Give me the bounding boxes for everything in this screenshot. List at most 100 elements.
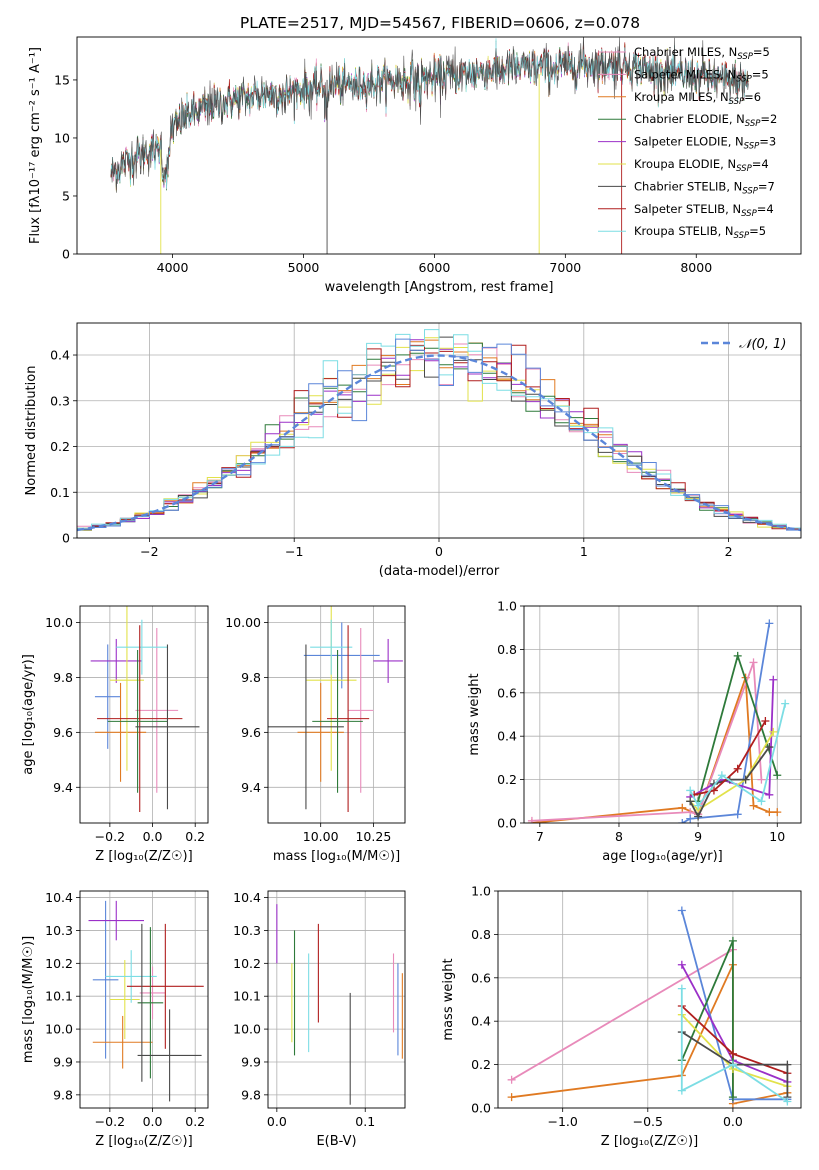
y-tick-label: 0.0 — [497, 816, 517, 831]
spectrum-line — [110, 37, 749, 193]
mass-weight-vs-metallicity-panel: −1.0 −0.5 0.0 0.0 0.2 0.4 0.6 0.8 1.0 Z [log₁₀(Z/… — [441, 884, 802, 1149]
y-tick-label: 10.3 — [233, 923, 261, 938]
weight-series-line — [531, 662, 763, 822]
x-tick-label: 7000 — [549, 260, 581, 275]
y-tick-label: 10.4 — [233, 890, 261, 905]
weight-point-marker — [677, 960, 686, 969]
legend-label: Salpeter ELODIE, NSSP=3 — [634, 135, 776, 152]
legend-label: 𝒩(0, 1) — [739, 337, 786, 352]
weight-series-line — [689, 679, 775, 798]
x-axis-label: Z [log₁₀(Z/Z☉)] — [95, 1134, 192, 1149]
y-axis-label: Flux [fλ10⁻¹⁷ erg cm⁻² s⁻¹ A⁻¹] — [28, 47, 43, 244]
y-tick-label: 0.4 — [471, 1014, 491, 1029]
weight-point-marker — [728, 1093, 737, 1102]
y-tick-label: 0.6 — [497, 685, 517, 700]
x-tick-label: −0.2 — [95, 829, 125, 844]
y-tick-label: 10.0 — [45, 615, 73, 630]
axes-frame — [267, 605, 406, 824]
weight-point-marker — [527, 816, 536, 823]
weight-point-marker — [507, 1093, 516, 1102]
y-tick-label: 1.0 — [471, 884, 491, 899]
y-tick-label: 15 — [54, 72, 70, 87]
y-tick-label: 0.8 — [497, 642, 517, 657]
axes-frame — [497, 890, 802, 1109]
weight-point-marker — [686, 814, 695, 823]
x-tick-label: 0.1 — [355, 1114, 375, 1129]
age-vs-metallicity-panel: −0.2 0.0 0.2 9.4 9.6 9.8 10.0 Z [log₁₀(Z/Z☉)] ag… — [21, 605, 209, 864]
y-tick-label: 0.4 — [497, 729, 517, 744]
y-tick-label: 9.4 — [241, 780, 261, 795]
y-axis-label: mass weight — [467, 673, 482, 755]
axes-frame — [79, 605, 209, 824]
weight-point-marker — [728, 936, 737, 945]
x-tick-label: 0.2 — [185, 829, 205, 844]
axes-frame — [523, 605, 802, 824]
y-tick-label: 10.2 — [233, 956, 261, 971]
weight-point-marker — [761, 717, 770, 726]
y-tick-label: 10.4 — [45, 890, 73, 905]
x-tick-label: 4000 — [157, 260, 189, 275]
weight-point-marker — [783, 1060, 792, 1069]
legend-label: Chabrier ELODIE, NSSP=2 — [634, 112, 777, 129]
weight-series-line — [511, 948, 734, 1081]
y-tick-label: 9.9 — [53, 1054, 73, 1069]
x-tick-label: −1.0 — [548, 1114, 578, 1129]
axes-frame — [79, 890, 209, 1109]
x-tick-label: 8000 — [680, 260, 712, 275]
x-tick-label: 9 — [694, 829, 702, 844]
y-tick-label: 9.8 — [53, 1087, 73, 1102]
weight-series-line — [680, 988, 788, 1103]
weight-series-line — [681, 623, 771, 823]
residual-histogram-panel: −2 −1 0 1 2 0 0.1 0.2 0.3 0.4 (data-model)/error No… — [24, 322, 802, 579]
x-tick-label: 5000 — [288, 260, 320, 275]
y-axis-label: mass weight — [441, 958, 456, 1040]
x-axis-label: Z [log₁₀(Z/Z☉)] — [95, 849, 192, 864]
plot-area — [90, 606, 200, 813]
x-axis-label: E(B-V) — [316, 1134, 356, 1149]
y-axis-label: mass [log₁₀(M/M☉)] — [21, 936, 36, 1063]
weight-point-marker — [694, 812, 703, 821]
weight-point-marker — [765, 790, 774, 799]
plot-area — [268, 606, 403, 813]
plot-area — [527, 619, 790, 823]
y-tick-label: 1.0 — [497, 599, 517, 614]
weight-point-marker — [733, 764, 742, 773]
plot-area — [110, 37, 749, 254]
y-tick-label: 0 — [62, 531, 70, 546]
legend-label: Kroupa ELODIE, NSSP=4 — [634, 157, 769, 174]
figure-title: PLATE=2517, MJD=54567, FIBERID=0606, z=0… — [240, 14, 640, 32]
weight-point-marker — [677, 906, 686, 915]
y-tick-label: 9.6 — [241, 725, 261, 740]
weight-series-line — [511, 964, 788, 1105]
y-tick-label: 10 — [54, 130, 70, 145]
legend-label: Chabrier MILES, NSSP=5 — [634, 45, 770, 62]
legend-label: Kroupa MILES, NSSP=6 — [634, 90, 761, 107]
weight-point-marker — [728, 1060, 737, 1069]
weight-point-marker — [757, 775, 766, 784]
weight-point-marker — [686, 786, 695, 795]
y-tick-label: 0.2 — [471, 1057, 491, 1072]
weight-point-marker — [773, 808, 782, 817]
weight-point-marker — [765, 619, 774, 628]
y-tick-label: 0.2 — [497, 772, 517, 787]
axes-frame — [76, 36, 802, 255]
x-axis-label: Z [log₁₀(Z/Z☉)] — [601, 1134, 698, 1149]
weight-point-marker — [765, 743, 774, 752]
y-tick-label: 0.4 — [50, 348, 70, 363]
y-tick-label: 9.8 — [241, 670, 261, 685]
y-axis-label: Normed distribution — [24, 366, 39, 496]
x-tick-label: 10.25 — [355, 829, 391, 844]
x-tick-label: 0.2 — [185, 1114, 205, 1129]
x-axis-label: age [log₁₀(age/yr)] — [602, 849, 723, 864]
weight-point-marker — [507, 1075, 516, 1084]
plot-area — [88, 900, 204, 1102]
x-tick-label: 0 — [435, 544, 443, 559]
weight-point-marker — [749, 658, 758, 667]
y-tick-label: 9.8 — [53, 670, 73, 685]
weight-point-marker — [678, 803, 687, 812]
axes-frame — [267, 890, 406, 1109]
weight-point-marker — [728, 1049, 737, 1058]
legend-label: Salpeter STELIB, NSSP=4 — [634, 202, 774, 219]
y-tick-label: 10.1 — [45, 989, 73, 1004]
y-tick-label: 0.0 — [471, 1101, 491, 1116]
